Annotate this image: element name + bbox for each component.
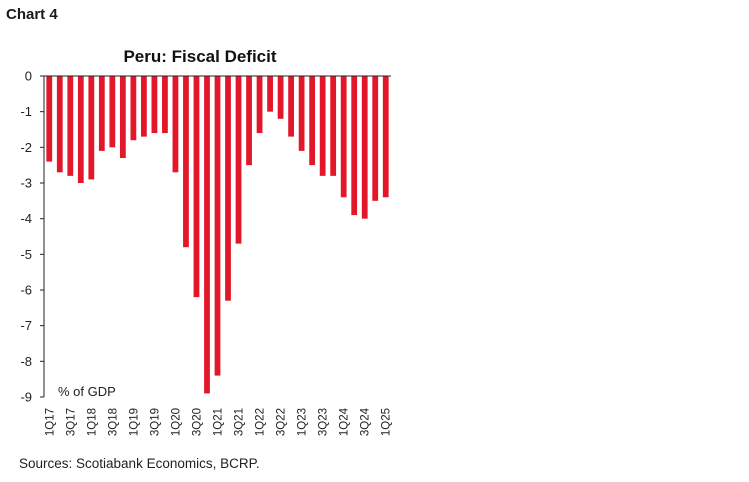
chart-label: Chart 4 (6, 6, 58, 23)
bar-4Q18 (119, 76, 126, 159)
x-tick-label: 1Q24 (339, 407, 351, 436)
x-tick-label: 3Q21 (234, 408, 246, 436)
y-axis-ticks: 0 -1 -2 -3 -4 -5 -6 -7 -8 -9 (20, 69, 44, 405)
bar-1Q23 (298, 76, 305, 151)
bar-2Q20 (183, 76, 189, 248)
y-tick-label: -2 (20, 140, 32, 155)
bar-2Q23 (309, 76, 316, 166)
y-tick-label: -8 (20, 354, 32, 369)
y-tick-label: -9 (20, 390, 32, 405)
y-tick-label: -6 (20, 283, 32, 298)
bar-4Q23 (330, 76, 337, 176)
bar-3Q23 (319, 76, 326, 176)
x-tick-label: 1Q21 (213, 408, 225, 436)
x-tick-label: 1Q19 (128, 408, 140, 436)
bar-2Q21 (225, 76, 231, 301)
x-tick-label: 3Q18 (107, 408, 119, 436)
x-tick-label: 3Q20 (191, 408, 203, 436)
y-tick-label: -1 (20, 104, 32, 119)
x-tick-label: 1Q20 (170, 408, 182, 436)
x-tick-label: 1Q23 (297, 408, 309, 436)
x-tick-label: 3Q23 (318, 408, 330, 436)
bar-2Q18 (98, 76, 105, 151)
source-note: Sources: Scotiabank Economics, BCRP. (19, 456, 260, 471)
y-tick-label: 0 (25, 69, 32, 84)
chart-title: Peru: Fiscal Deficit (123, 47, 276, 66)
x-tick-label: 3Q24 (360, 407, 372, 436)
bar-3Q18 (109, 76, 116, 148)
x-tick-label: 3Q22 (276, 408, 288, 436)
bar-4Q20 (204, 76, 210, 394)
x-tick-label: 1Q25 (381, 408, 393, 436)
bars (46, 76, 389, 394)
x-tick-label: 1Q17 (44, 408, 56, 436)
bar-1Q17 (46, 76, 53, 162)
bar-2Q22 (267, 76, 273, 112)
bar-4Q21 (246, 76, 252, 166)
bar-4Q24 (372, 76, 379, 201)
x-tick-label: 3Q17 (65, 408, 77, 436)
bar-2Q24 (351, 76, 358, 216)
unit-label: % of GDP (58, 384, 116, 399)
x-axis-ticks: 1Q17 3Q17 1Q18 3Q18 1Q19 3Q19 1Q20 3Q20 1Q21 3Q21… (44, 407, 392, 436)
bar-3Q21 (235, 76, 242, 244)
bar-4Q17 (77, 76, 84, 183)
y-tick-label: -7 (20, 318, 32, 333)
bar-2Q19 (141, 76, 147, 137)
bar-3Q22 (277, 76, 284, 119)
bar-4Q22 (288, 76, 294, 137)
bar-2Q17 (56, 76, 63, 173)
bar-1Q18 (88, 76, 95, 180)
y-tick-label: -3 (20, 176, 32, 191)
y-tick-label: -4 (20, 211, 32, 226)
y-tick-label: -5 (20, 247, 32, 262)
bar-4Q19 (162, 76, 168, 134)
bar-3Q24 (361, 76, 368, 219)
bar-3Q17 (67, 76, 74, 176)
bar-3Q19 (151, 76, 158, 134)
bar-1Q20 (172, 76, 179, 173)
bar-1Q25 (382, 76, 389, 198)
bar-3Q20 (193, 76, 200, 298)
bar-1Q24 (340, 76, 347, 198)
bar-1Q19 (130, 76, 137, 141)
x-tick-label: 1Q18 (86, 408, 98, 436)
bar-1Q22 (256, 76, 263, 134)
x-tick-label: 3Q19 (149, 408, 161, 436)
x-tick-label: 1Q22 (255, 408, 267, 436)
bar-1Q21 (214, 76, 221, 376)
